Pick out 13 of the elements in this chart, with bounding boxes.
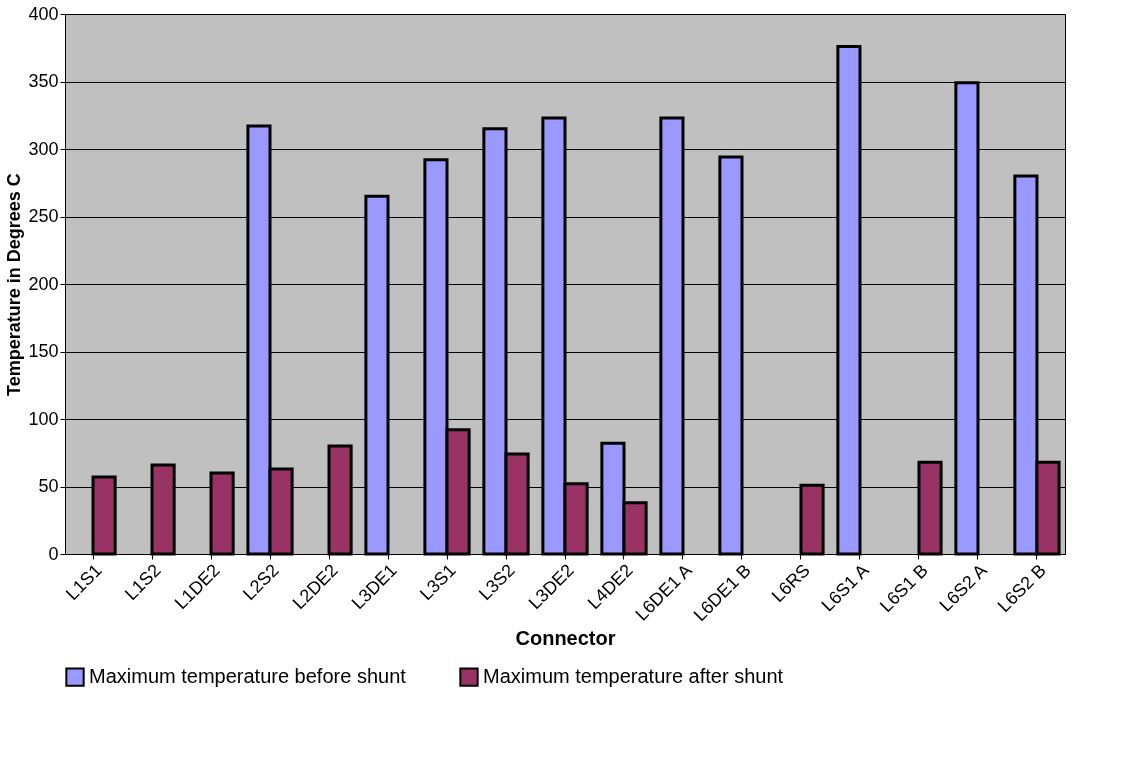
y-axis-title: Temperature in Degrees C [4, 173, 25, 396]
x-axis-title: Connector [515, 627, 616, 650]
y-tick-label: 100 [28, 408, 59, 429]
y-tick-label: 250 [28, 206, 59, 226]
y-tick-label: 0 [48, 543, 59, 564]
legend-label: Maximum temperature before shunt [89, 665, 407, 688]
y-tick-label: 50 [38, 476, 59, 496]
y-tick-label: 400 [28, 3, 59, 24]
y-tick-label: 300 [28, 138, 59, 159]
y-tick-label: 350 [28, 71, 59, 91]
y-tick-label: 200 [28, 273, 59, 294]
y-tick-label: 150 [28, 341, 59, 361]
legend-label: Maximum temperature after shunt [483, 665, 784, 688]
